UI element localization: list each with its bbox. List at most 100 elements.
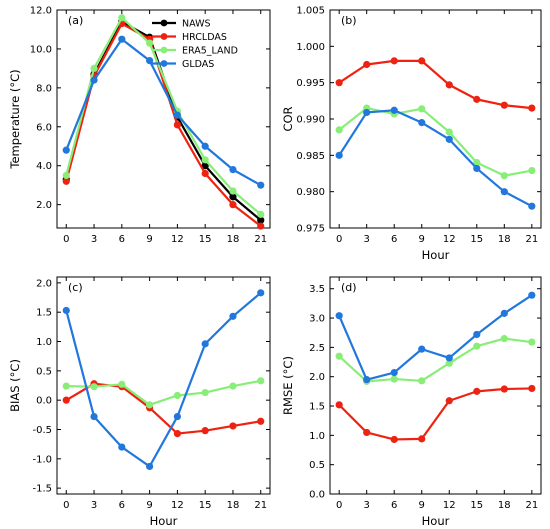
x-tick-label: 15: [470, 500, 483, 511]
y-tick-label: 0.5: [309, 460, 325, 471]
y-tick-label: 10.0: [30, 44, 52, 55]
series-line-gldas: [65, 38, 262, 187]
x-tick-label: 18: [498, 500, 511, 511]
data-point-era5-land: [90, 64, 98, 72]
x-tick-label: 0: [336, 500, 342, 511]
y-axis-label: Temperature (°C): [8, 69, 22, 169]
data-point-gldas: [363, 376, 371, 384]
x-tick-label: 3: [91, 500, 97, 511]
series-line-gldas: [65, 291, 262, 468]
series-gldas: [62, 289, 265, 471]
data-point-hrcldas: [473, 387, 481, 395]
data-point-gldas: [528, 202, 536, 210]
data-point-hrcldas: [257, 222, 265, 230]
data-point-gldas: [257, 289, 265, 297]
data-point-gldas: [146, 57, 154, 65]
data-point-gldas: [118, 443, 126, 451]
x-tick-label: 0: [63, 234, 69, 245]
data-point-era5-land: [473, 159, 481, 167]
legend-entry: HRCLDAS: [182, 32, 227, 43]
data-point-era5-land: [201, 388, 209, 397]
x-tick-label: 18: [227, 500, 240, 511]
data-point-gldas: [390, 106, 398, 114]
x-tick-label: 6: [119, 234, 125, 245]
data-point-hrcldas: [390, 435, 398, 444]
y-tick-label: 1.005: [296, 6, 325, 17]
panel-d: 0.0 0.5 1.0 1.5 2.0 2.5 3.0 3.5 0 3 6 9 12 15 18 21 (d) H…: [281, 276, 542, 528]
data-point-era5-land: [500, 172, 508, 180]
data-point-hrcldas: [473, 95, 481, 103]
data-point-gldas: [390, 368, 398, 377]
data-point-era5-land: [257, 210, 265, 218]
x-tick-label: 9: [146, 234, 152, 245]
data-point-hrcldas: [62, 177, 70, 185]
data-point-era5-land: [445, 128, 453, 136]
legend-swatch-marker: [160, 46, 168, 54]
x-tick-label: 12: [443, 234, 456, 245]
y-tick-label: 2.0: [36, 200, 52, 211]
data-point-hrcldas: [201, 427, 209, 435]
data-point-hrcldas: [335, 401, 343, 409]
series-era5-land: [335, 104, 536, 180]
data-point-gldas: [173, 412, 181, 421]
data-point-gldas: [229, 312, 237, 320]
panel-a: 2.0 4.0 6.0 8.0 10.0 12.0 0 3 6 9 12 15 18 21 (a) Tempe…: [8, 6, 271, 245]
data-point-gldas: [335, 312, 343, 320]
data-point-naws: [229, 193, 237, 201]
y-tick-label: 1.000: [296, 42, 325, 53]
y-tick-label: 1.5: [309, 402, 325, 413]
x-tick-label: 12: [171, 500, 184, 511]
series-line-era5-land: [66, 379, 261, 406]
data-point-hrcldas: [500, 101, 508, 109]
data-point-era5-land: [62, 382, 70, 390]
y-tick-label: 6.0: [36, 122, 52, 133]
data-point-era5-land: [257, 377, 265, 385]
data-point-era5-land: [146, 39, 154, 47]
data-point-era5-land: [390, 375, 398, 383]
series-line-gldas: [338, 294, 533, 381]
data-point-hrcldas: [201, 169, 209, 178]
x-axis-label: Hour: [422, 248, 450, 262]
data-point-gldas: [90, 412, 98, 421]
legend: NAWS HRCLDAS ERA5_LAND GLDAS: [152, 19, 238, 70]
series-gldas: [335, 106, 536, 210]
data-point-era5-land: [173, 391, 181, 400]
series-hrcldas: [335, 384, 536, 444]
x-tick-label: 9: [146, 500, 152, 511]
y-tick-label: 1.0: [36, 337, 52, 348]
series-era5-land: [62, 377, 265, 409]
x-tick-label: 0: [336, 234, 342, 245]
data-point-hrcldas: [363, 428, 371, 437]
data-point-gldas: [118, 35, 126, 43]
data-point-hrcldas: [229, 422, 237, 430]
data-point-hrcldas: [363, 60, 371, 69]
legend-entry: GLDAS: [182, 59, 214, 70]
series-gldas: [335, 291, 536, 384]
x-tick-label: 21: [525, 500, 538, 511]
y-tick-label: -1.5: [32, 484, 52, 495]
x-tick-label: 21: [254, 234, 267, 245]
y-tick-label: 0.0: [36, 396, 52, 407]
series-line-gldas: [338, 109, 533, 208]
x-axis-label: Hour: [422, 514, 450, 528]
data-point-hrcldas: [62, 396, 70, 404]
x-tick-label: 6: [391, 234, 397, 245]
data-point-era5-land: [445, 359, 453, 367]
data-point-naws: [257, 216, 265, 224]
legend-swatch-marker: [160, 33, 168, 40]
data-point-era5-land: [473, 342, 481, 350]
y-tick-label: 3.0: [309, 314, 325, 325]
data-point-gldas: [500, 188, 508, 196]
panel-b: 0.975 0.980 0.985 0.990 0.995 1.000 1.005 0 3 6 9 1…: [281, 6, 542, 262]
data-point-era5-land: [229, 187, 237, 195]
x-tick-label: 9: [419, 234, 425, 245]
panel-label: (a): [68, 14, 83, 27]
data-point-gldas: [173, 111, 181, 119]
plot-frame: [329, 276, 542, 495]
data-point-hrcldas: [528, 384, 536, 393]
data-point-gldas: [62, 306, 70, 315]
y-axis-label: COR: [281, 106, 295, 131]
data-point-gldas: [528, 291, 536, 299]
data-point-gldas: [445, 354, 453, 362]
